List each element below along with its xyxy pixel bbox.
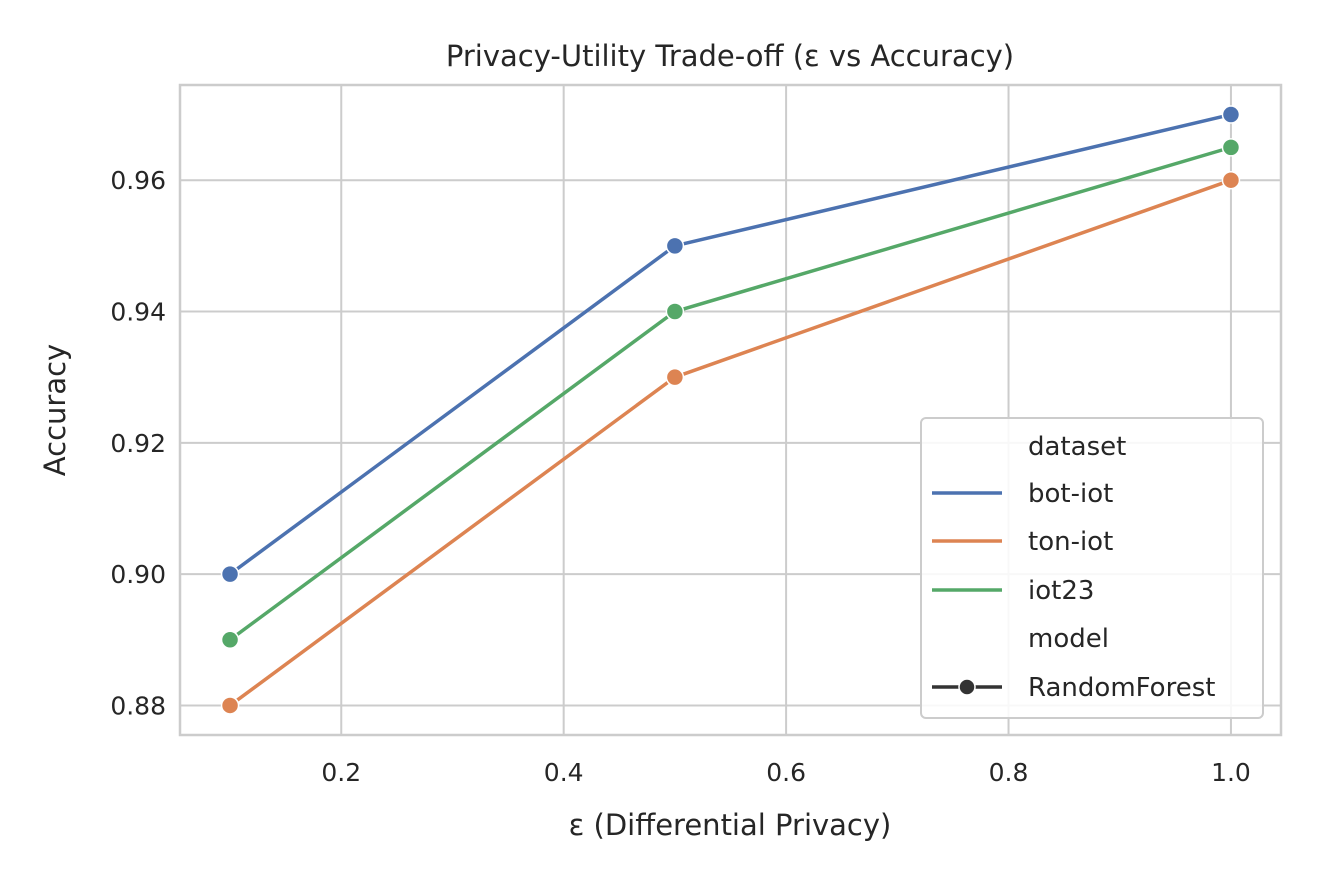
y-tick-label: 0.94	[110, 298, 166, 327]
y-tick-label: 0.88	[110, 691, 166, 720]
legend-entry-iot23: iot23	[932, 576, 1094, 606]
data-point-iot23	[220, 630, 240, 650]
x-tick-label: 1.0	[1211, 758, 1251, 787]
y-axis-label: Accuracy	[38, 344, 72, 476]
x-tick-label: 0.2	[321, 758, 361, 787]
chart-title: Privacy-Utility Trade-off (ε vs Accuracy…	[446, 39, 1014, 73]
legend-label-iot23: iot23	[1028, 576, 1094, 606]
x-axis-label: ε (Differential Privacy)	[569, 808, 892, 842]
legend-box	[920, 417, 1264, 719]
data-point-iot23	[665, 302, 685, 321]
data-point-ton-iot	[220, 696, 240, 715]
data-point-bot-iot	[1221, 105, 1241, 124]
series-bot-iot	[220, 105, 1241, 584]
plot-frame	[178, 83, 1283, 737]
y-tick-label: 0.92	[110, 429, 166, 458]
data-point-bot-iot	[220, 564, 240, 584]
legend-label-randomforest: RandomForest	[1028, 673, 1215, 703]
x-axis-ticks: 0.2 0.4 0.6 0.8 1.0	[321, 758, 1250, 787]
data-point-ton-iot	[1221, 170, 1241, 190]
data-point-bot-iot	[665, 236, 685, 256]
y-tick-label: 0.96	[110, 166, 166, 195]
series-layer	[220, 105, 1241, 715]
legend: dataset bot-iot ton-iot iot23 model Rand…	[920, 417, 1264, 719]
series-iot23	[220, 138, 1241, 650]
data-point-iot23	[1221, 138, 1241, 157]
y-tick-label: 0.90	[110, 560, 166, 589]
legend-hue-title: dataset	[1028, 432, 1126, 462]
y-axis-ticks: 0.88 0.90 0.92 0.94 0.96	[110, 166, 166, 720]
x-tick-label: 0.6	[766, 758, 806, 787]
legend-label-bot-iot: bot-iot	[1028, 479, 1113, 509]
legend-marker-randomforest	[958, 678, 976, 696]
data-point-ton-iot	[665, 367, 685, 387]
legend-entry-bot-iot: bot-iot	[932, 479, 1113, 509]
x-tick-label: 0.4	[544, 758, 584, 787]
legend-entry-ton-iot: ton-iot	[932, 527, 1113, 557]
x-tick-label: 0.8	[989, 758, 1029, 787]
legend-label-ton-iot: ton-iot	[1028, 527, 1113, 557]
series-ton-iot	[220, 170, 1241, 715]
legend-entry-randomforest: RandomForest	[932, 673, 1215, 703]
legend-style-title: model	[1028, 624, 1109, 654]
